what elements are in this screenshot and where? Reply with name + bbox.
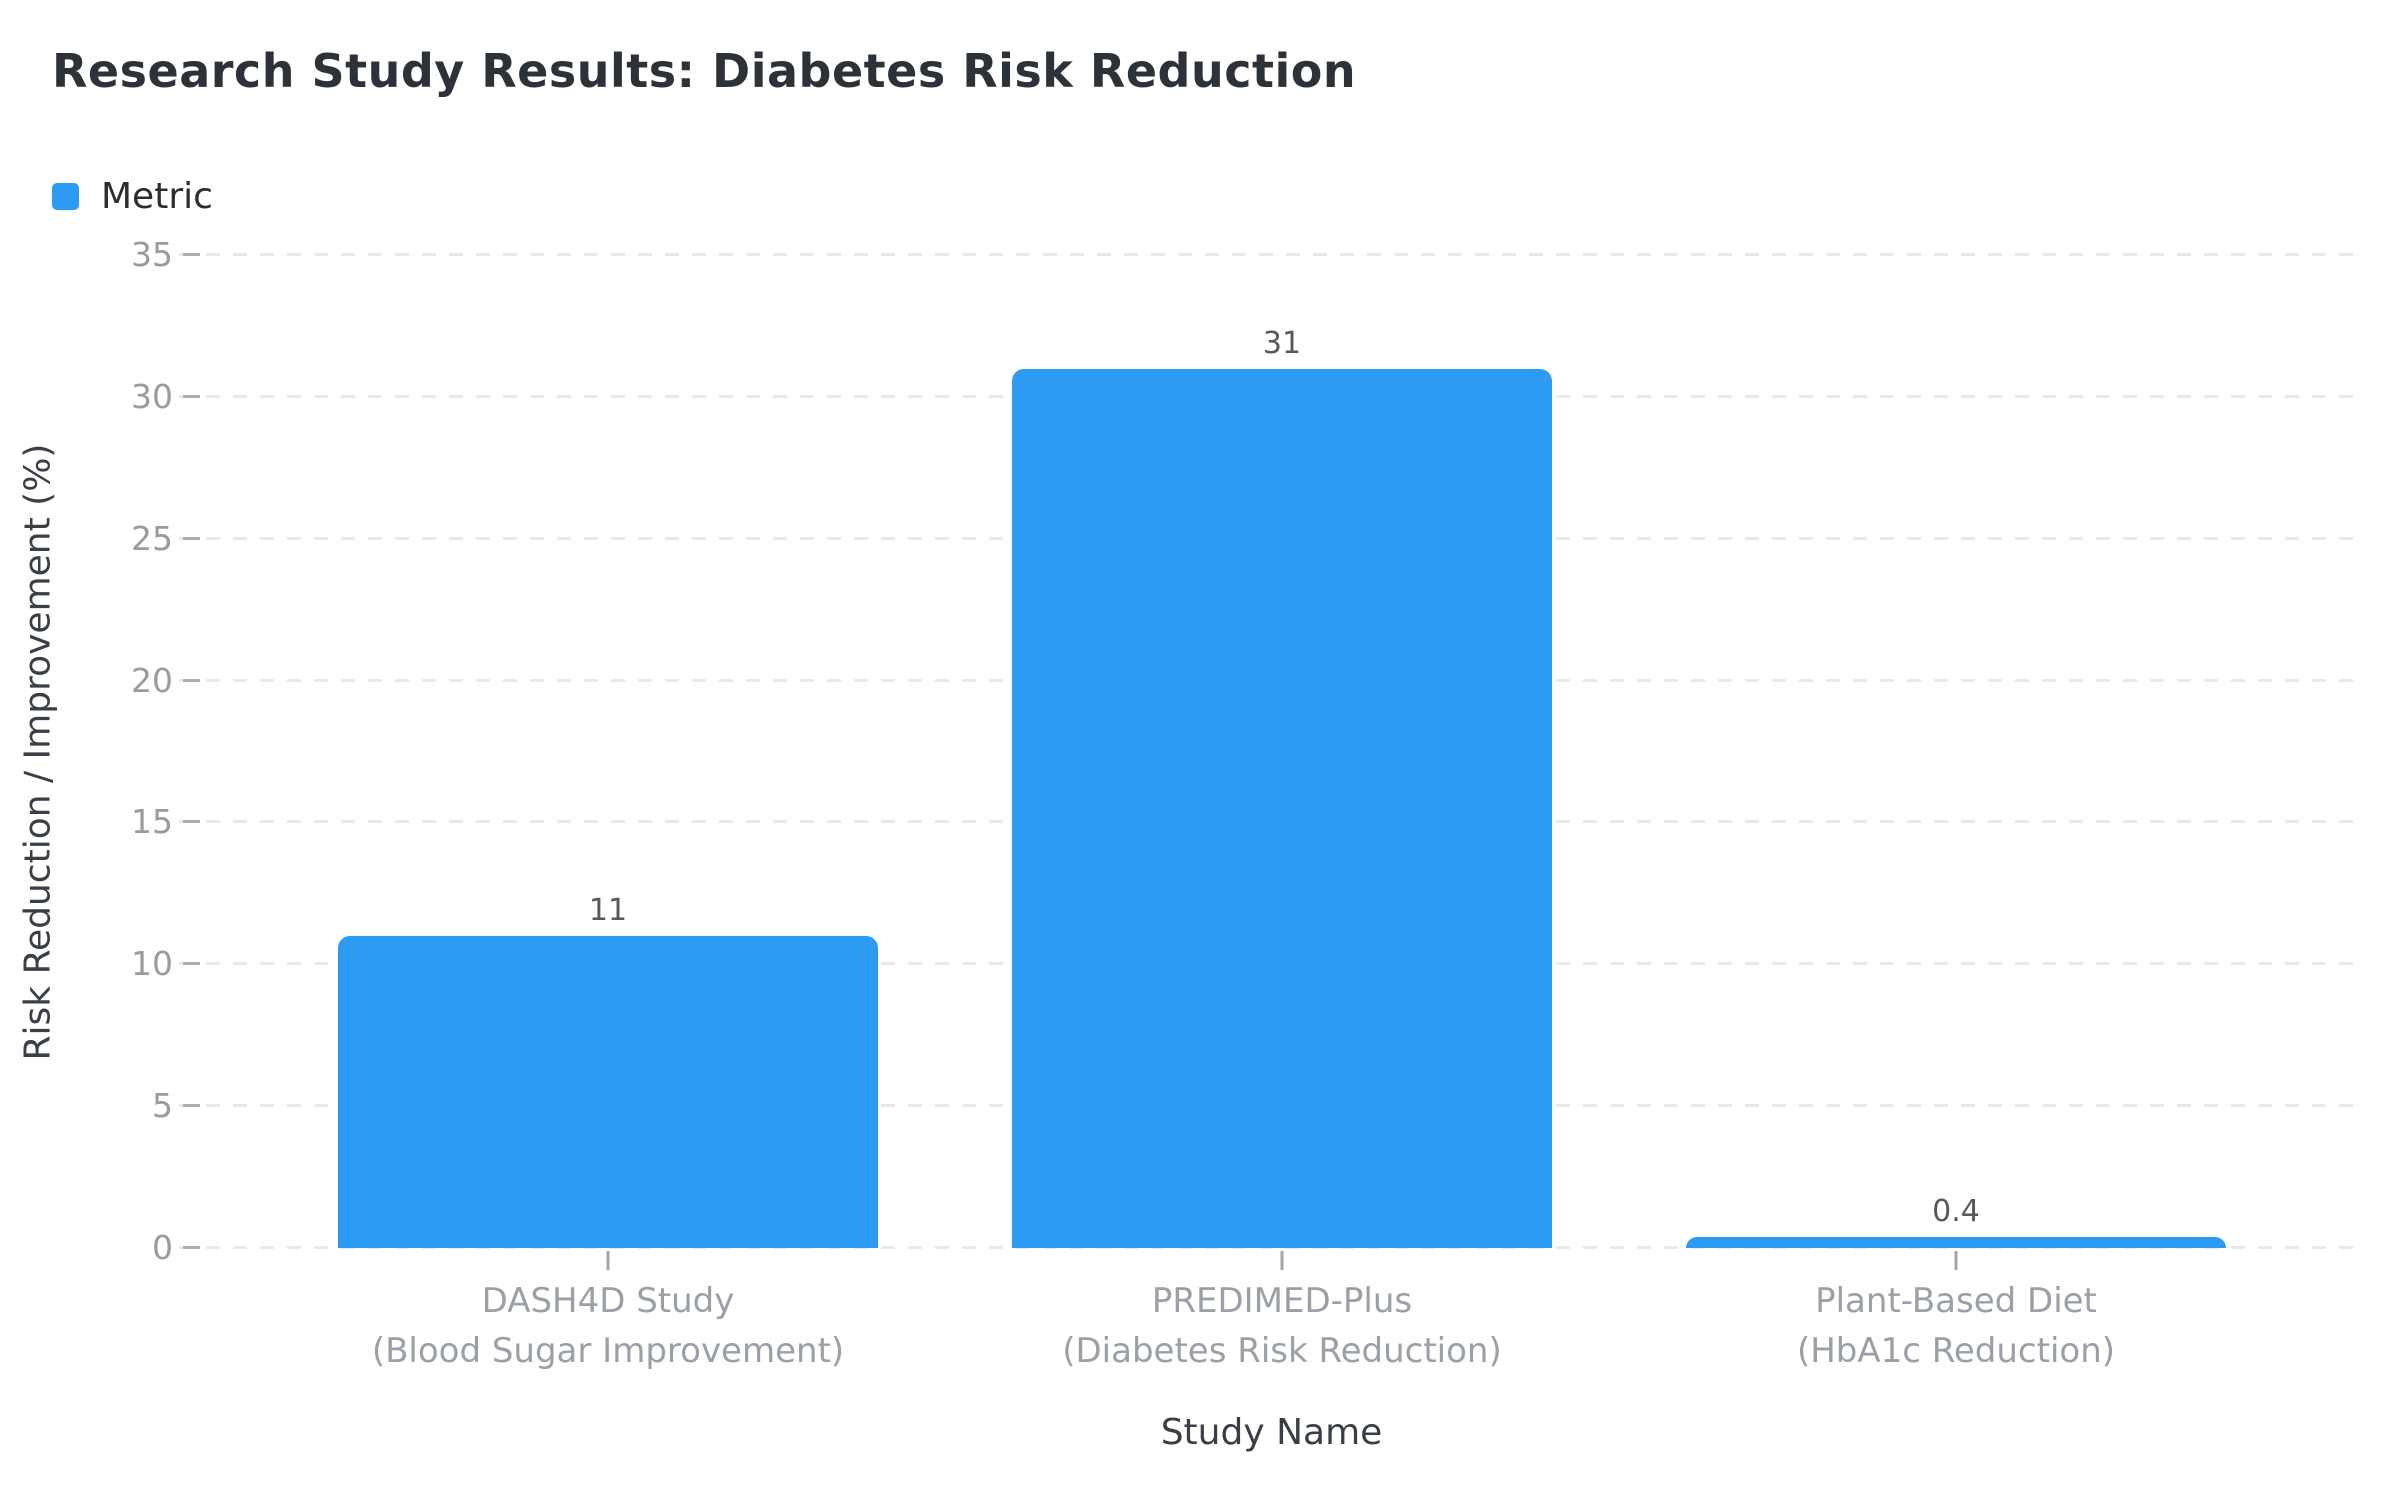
- chart-title: Research Study Results: Diabetes Risk Re…: [52, 44, 1357, 98]
- gridline-y-35: [179, 253, 2360, 256]
- x-category-label-line: (Diabetes Risk Reduction): [1062, 1331, 1502, 1371]
- bar-value-label: 0.4: [1932, 1193, 1980, 1229]
- y-tick-label: 0: [152, 1228, 173, 1267]
- y-tick-label: 30: [131, 376, 173, 416]
- x-axis-labels: DASH4D Study (Blood Sugar Improvement) PRE…: [193, 1276, 2350, 1376]
- x-category-label: Plant-Based Diet (HbA1c Reduction): [1619, 1276, 2293, 1376]
- bar-1[interactable]: [338, 935, 878, 1248]
- y-tick-label: 25: [131, 518, 173, 558]
- x-axis-title: Study Name: [1160, 1412, 1383, 1453]
- bar-slot: 0.4: [1619, 255, 2293, 1270]
- y-tick-label: 10: [131, 944, 173, 984]
- bar-slot: 11: [271, 255, 945, 1270]
- x-category-label: PREDIMED-Plus (Diabetes Risk Reduction): [945, 1276, 1619, 1376]
- legend[interactable]: Metric: [52, 176, 213, 217]
- x-category-label-line: DASH4D Study: [481, 1281, 735, 1321]
- x-category-label-line: Plant-Based Diet: [1815, 1281, 2097, 1321]
- y-tick-mark: [183, 394, 200, 398]
- bar-value-label: 11: [588, 892, 628, 928]
- y-tick-label: 20: [131, 660, 173, 700]
- y-tick-mark: [183, 820, 200, 824]
- plot-area: 0 5 10 15 20 25 30 35 11 31 0.4: [131, 235, 2360, 1270]
- y-tick-mark: [183, 253, 200, 256]
- y-tick-mark: [183, 678, 200, 682]
- legend-item-label: Metric: [101, 176, 213, 217]
- y-tick-mark: [183, 1104, 200, 1108]
- bar-value-label: 31: [1262, 325, 1302, 361]
- legend-swatch-icon: [52, 183, 79, 210]
- y-axis-title: Risk Reduction / Improvement (%): [17, 443, 59, 1061]
- bar-2[interactable]: [1012, 368, 1552, 1248]
- x-category-label: DASH4D Study (Blood Sugar Improvement): [271, 1276, 945, 1376]
- x-tick-mark: [1954, 1251, 1958, 1270]
- y-tick-mark: [183, 1246, 200, 1249]
- y-tick-mark: [183, 962, 200, 966]
- bars-row: 11 31 0.4: [193, 255, 2350, 1270]
- x-category-label-line: (Blood Sugar Improvement): [371, 1331, 845, 1371]
- y-tick-label: 5: [152, 1086, 173, 1126]
- x-category-label-line: (HbA1c Reduction): [1796, 1331, 2116, 1371]
- x-tick-mark: [606, 1251, 610, 1270]
- bar-slot: 31: [945, 255, 1619, 1270]
- bar-3[interactable]: [1686, 1236, 2226, 1248]
- x-category-label-line: PREDIMED-Plus: [1151, 1281, 1413, 1321]
- y-tick-label: 35: [131, 235, 173, 274]
- x-tick-mark: [1280, 1251, 1284, 1270]
- y-tick-mark: [183, 536, 200, 540]
- y-tick-label: 15: [131, 802, 173, 842]
